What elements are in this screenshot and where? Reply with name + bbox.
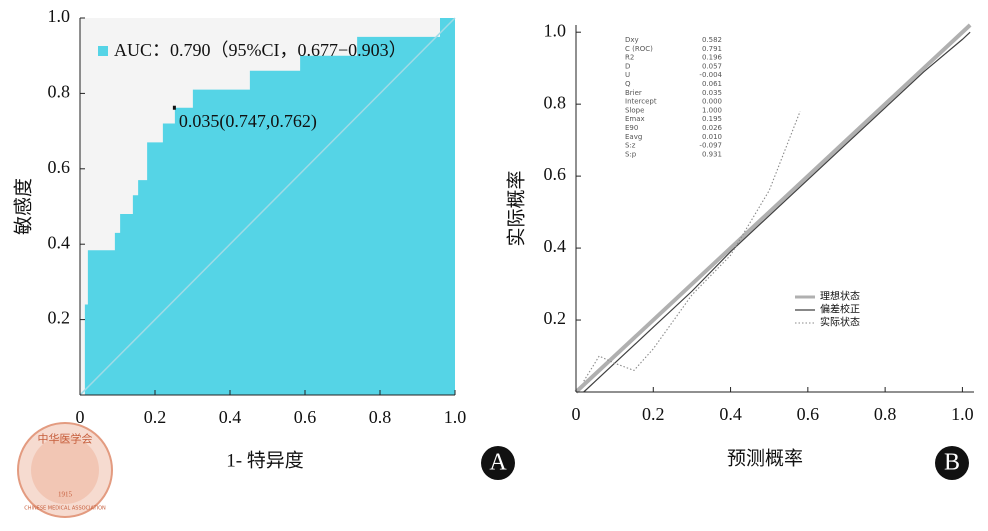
y-tick-label: 0.6 (48, 157, 71, 177)
legend-label: 理想状态 (820, 289, 860, 302)
stat-value: -0.097 (699, 142, 722, 150)
logo-en: CHINESE MEDICAL ASSOCIATION (24, 506, 106, 512)
y-tick-label: 0.4 (48, 232, 71, 252)
panel-badge (481, 446, 515, 480)
y-tick-label: 0.6 (544, 164, 567, 184)
legend-label: AUC：0.790（95%CI，0.677−0.903） (114, 40, 407, 60)
stat-value: 0.000 (702, 98, 722, 106)
x-axis-label: 预测概率 (727, 447, 803, 469)
stat-value: 1.000 (702, 106, 722, 114)
x-tick-label: 0.8 (369, 407, 392, 427)
cutoff-annotation: 0.035(0.747,0.762) (179, 111, 317, 132)
stat-label: E90 (625, 124, 638, 132)
cutoff-point (172, 105, 176, 110)
logo: 中华医学会 CHINESE MEDICAL ASSOCIATION 1915 (17, 422, 113, 518)
x-tick-label: 1.0 (444, 407, 467, 427)
logo-year: 1915 (58, 491, 73, 499)
stat-value: 0.026 (702, 124, 723, 132)
x-tick-label: 0 (76, 407, 85, 427)
stat-label: U (625, 71, 630, 79)
stat-value: 0.195 (702, 115, 722, 123)
x-tick-label: 0.4 (219, 407, 242, 427)
y-tick-label: 0.4 (544, 236, 567, 256)
legend-label: 偏差校正 (820, 302, 860, 315)
y-axis-label: 敏感度 (12, 178, 34, 235)
stat-value: 0.035 (702, 89, 722, 97)
y-axis-label: 实际概率 (505, 170, 527, 246)
stat-label: Dxy (625, 36, 639, 44)
reference-line (79, 17, 456, 396)
x-tick-label: 1.0 (951, 404, 974, 424)
series-line (583, 111, 801, 382)
x-axis-label: 1- 特异度 (226, 449, 304, 471)
stat-label: S:p (625, 150, 637, 158)
stat-label: Slope (625, 106, 644, 114)
stat-value: 0.061 (702, 80, 722, 88)
stat-label: Q (625, 80, 631, 88)
series-line (583, 31, 971, 393)
stat-value: 0.791 (702, 45, 722, 53)
stat-label: Emax (625, 115, 645, 123)
series-line (574, 23, 972, 394)
stat-label: Eavg (625, 133, 642, 141)
stat-value: 0.582 (702, 36, 722, 44)
x-tick-label: 0 (572, 404, 581, 424)
stat-value: 0.196 (702, 54, 723, 62)
y-tick-label: 0.2 (48, 308, 71, 328)
y-tick-label: 1.0 (544, 20, 567, 40)
stat-label: Intercept (625, 98, 657, 106)
stat-label: C (ROC) (625, 45, 653, 53)
stat-value: 0.010 (702, 133, 722, 141)
stat-value: 0.057 (702, 62, 722, 70)
stat-value: -0.004 (699, 71, 722, 79)
y-tick-label: 0.8 (544, 92, 567, 112)
stat-value: 0.931 (702, 150, 722, 158)
y-tick-label: 0.8 (48, 82, 71, 102)
y-tick-label: 0.2 (544, 308, 567, 328)
panel-letter: B (944, 450, 960, 476)
x-tick-label: 0.6 (294, 407, 317, 427)
stat-label: D (625, 62, 630, 70)
x-tick-label: 0.4 (719, 404, 742, 424)
x-tick-label: 0.2 (144, 407, 167, 427)
stat-label: S:z (625, 142, 636, 150)
stat-label: R2 (625, 54, 634, 62)
logo-cn: 中华医学会 (38, 432, 93, 446)
x-tick-label: 0.2 (642, 404, 665, 424)
x-tick-label: 0.8 (874, 404, 897, 424)
y-tick-label: 1.0 (48, 6, 71, 26)
x-tick-label: 0.6 (797, 404, 820, 424)
panel-badge (935, 446, 969, 480)
panel-letter: A (489, 450, 507, 476)
legend-swatch (98, 46, 108, 56)
legend-label: 实际状态 (820, 315, 860, 328)
logo-inner (31, 436, 99, 504)
stat-label: Brier (625, 89, 642, 97)
